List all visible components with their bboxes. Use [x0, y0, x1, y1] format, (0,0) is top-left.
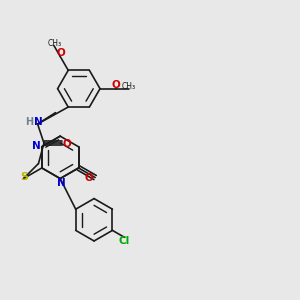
Text: Cl: Cl — [119, 236, 130, 246]
Text: N: N — [32, 141, 41, 151]
Text: H: H — [25, 117, 33, 127]
Text: N: N — [57, 178, 66, 188]
Text: CH₃: CH₃ — [122, 82, 136, 91]
Text: S: S — [21, 172, 29, 182]
Text: O: O — [56, 48, 65, 58]
Text: N: N — [34, 117, 43, 127]
Text: O: O — [112, 80, 120, 90]
Text: O: O — [63, 139, 72, 149]
Text: O: O — [84, 173, 93, 183]
Text: CH₃: CH₃ — [47, 39, 61, 48]
